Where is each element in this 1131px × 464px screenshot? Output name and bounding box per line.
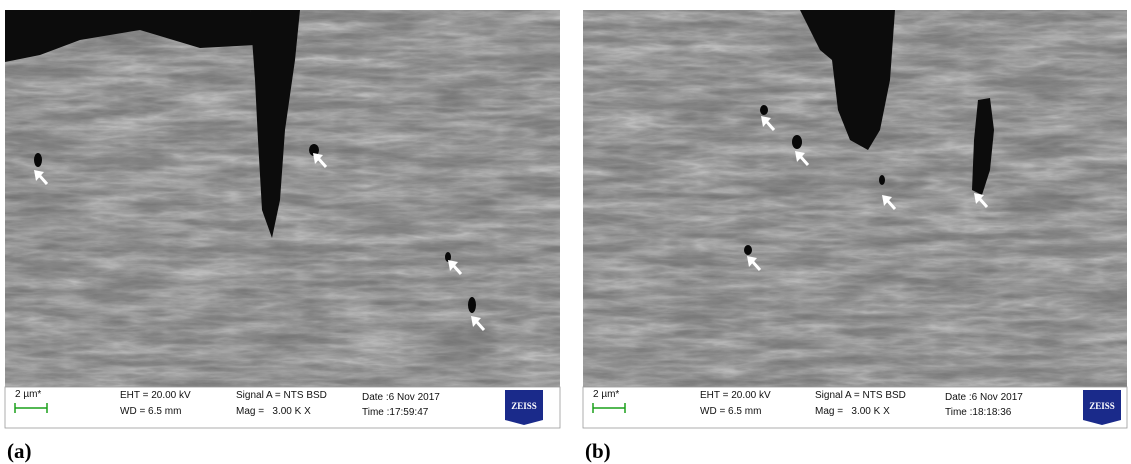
arrow-shaft <box>798 155 810 166</box>
info-time: Time :17:59:47 <box>362 407 429 418</box>
logo-box <box>1083 390 1121 425</box>
arrow-head <box>313 153 323 164</box>
info-wd: WD = 6.5 mm <box>120 406 181 417</box>
pore <box>34 153 42 167</box>
panel: 2 µm* EHT = 20.00 kV WD = 6.5 mm Signal A =… <box>582 10 1128 463</box>
info-signal: Signal A = NTS BSD <box>815 390 906 401</box>
pore <box>744 245 752 255</box>
arrow-head <box>747 256 757 267</box>
logo-text: ZEISS <box>1089 401 1115 411</box>
panel: 2 µm* EHT = 20.00 kV WD = 6.5 mm Signal A =… <box>4 10 561 463</box>
info-mag: Mag = 3.00 K X <box>815 406 890 417</box>
info-mag: Mag = 3.00 K X <box>236 406 311 417</box>
pore <box>760 105 768 115</box>
arrow-shaft <box>977 197 989 208</box>
arrow-shaft <box>764 120 776 131</box>
arrow-shaft <box>885 199 897 210</box>
info-date: Date :6 Nov 2017 <box>945 392 1023 403</box>
arrow-head <box>974 193 984 204</box>
arrow-head <box>761 116 771 127</box>
arrow-shaft <box>750 260 762 271</box>
arrow-shaft <box>451 264 463 275</box>
info-bar <box>4 386 561 429</box>
arrow-head <box>448 260 458 271</box>
cavity <box>5 10 262 62</box>
logo-box <box>505 390 543 425</box>
panel-label: (b) <box>585 439 611 463</box>
pore <box>445 252 451 262</box>
cavity <box>800 10 895 150</box>
logo-text: ZEISS <box>511 401 537 411</box>
info-signal: Signal A = NTS BSD <box>236 390 327 401</box>
panel-label: (a) <box>7 439 32 463</box>
cavity <box>972 98 994 195</box>
arrow-shaft <box>316 157 328 168</box>
info-time: Time :18:18:36 <box>945 407 1012 418</box>
cavity <box>250 10 300 238</box>
arrow-head <box>795 151 805 162</box>
info-scale: 2 µm* <box>15 389 41 400</box>
info-date: Date :6 Nov 2017 <box>362 392 440 403</box>
info-bar <box>582 386 1128 429</box>
pore <box>468 297 476 313</box>
arrow-head <box>882 195 892 206</box>
info-eht: EHT = 20.00 kV <box>700 390 771 401</box>
arrow-head <box>471 316 481 327</box>
info-eht: EHT = 20.00 kV <box>120 390 191 401</box>
arrow-shaft <box>37 174 49 185</box>
arrow-head <box>34 170 44 181</box>
info-scale: 2 µm* <box>593 389 619 400</box>
pore <box>792 135 802 149</box>
pore <box>309 144 319 156</box>
arrow-shaft <box>474 320 486 331</box>
pore <box>879 175 885 185</box>
info-wd: WD = 6.5 mm <box>700 406 761 417</box>
